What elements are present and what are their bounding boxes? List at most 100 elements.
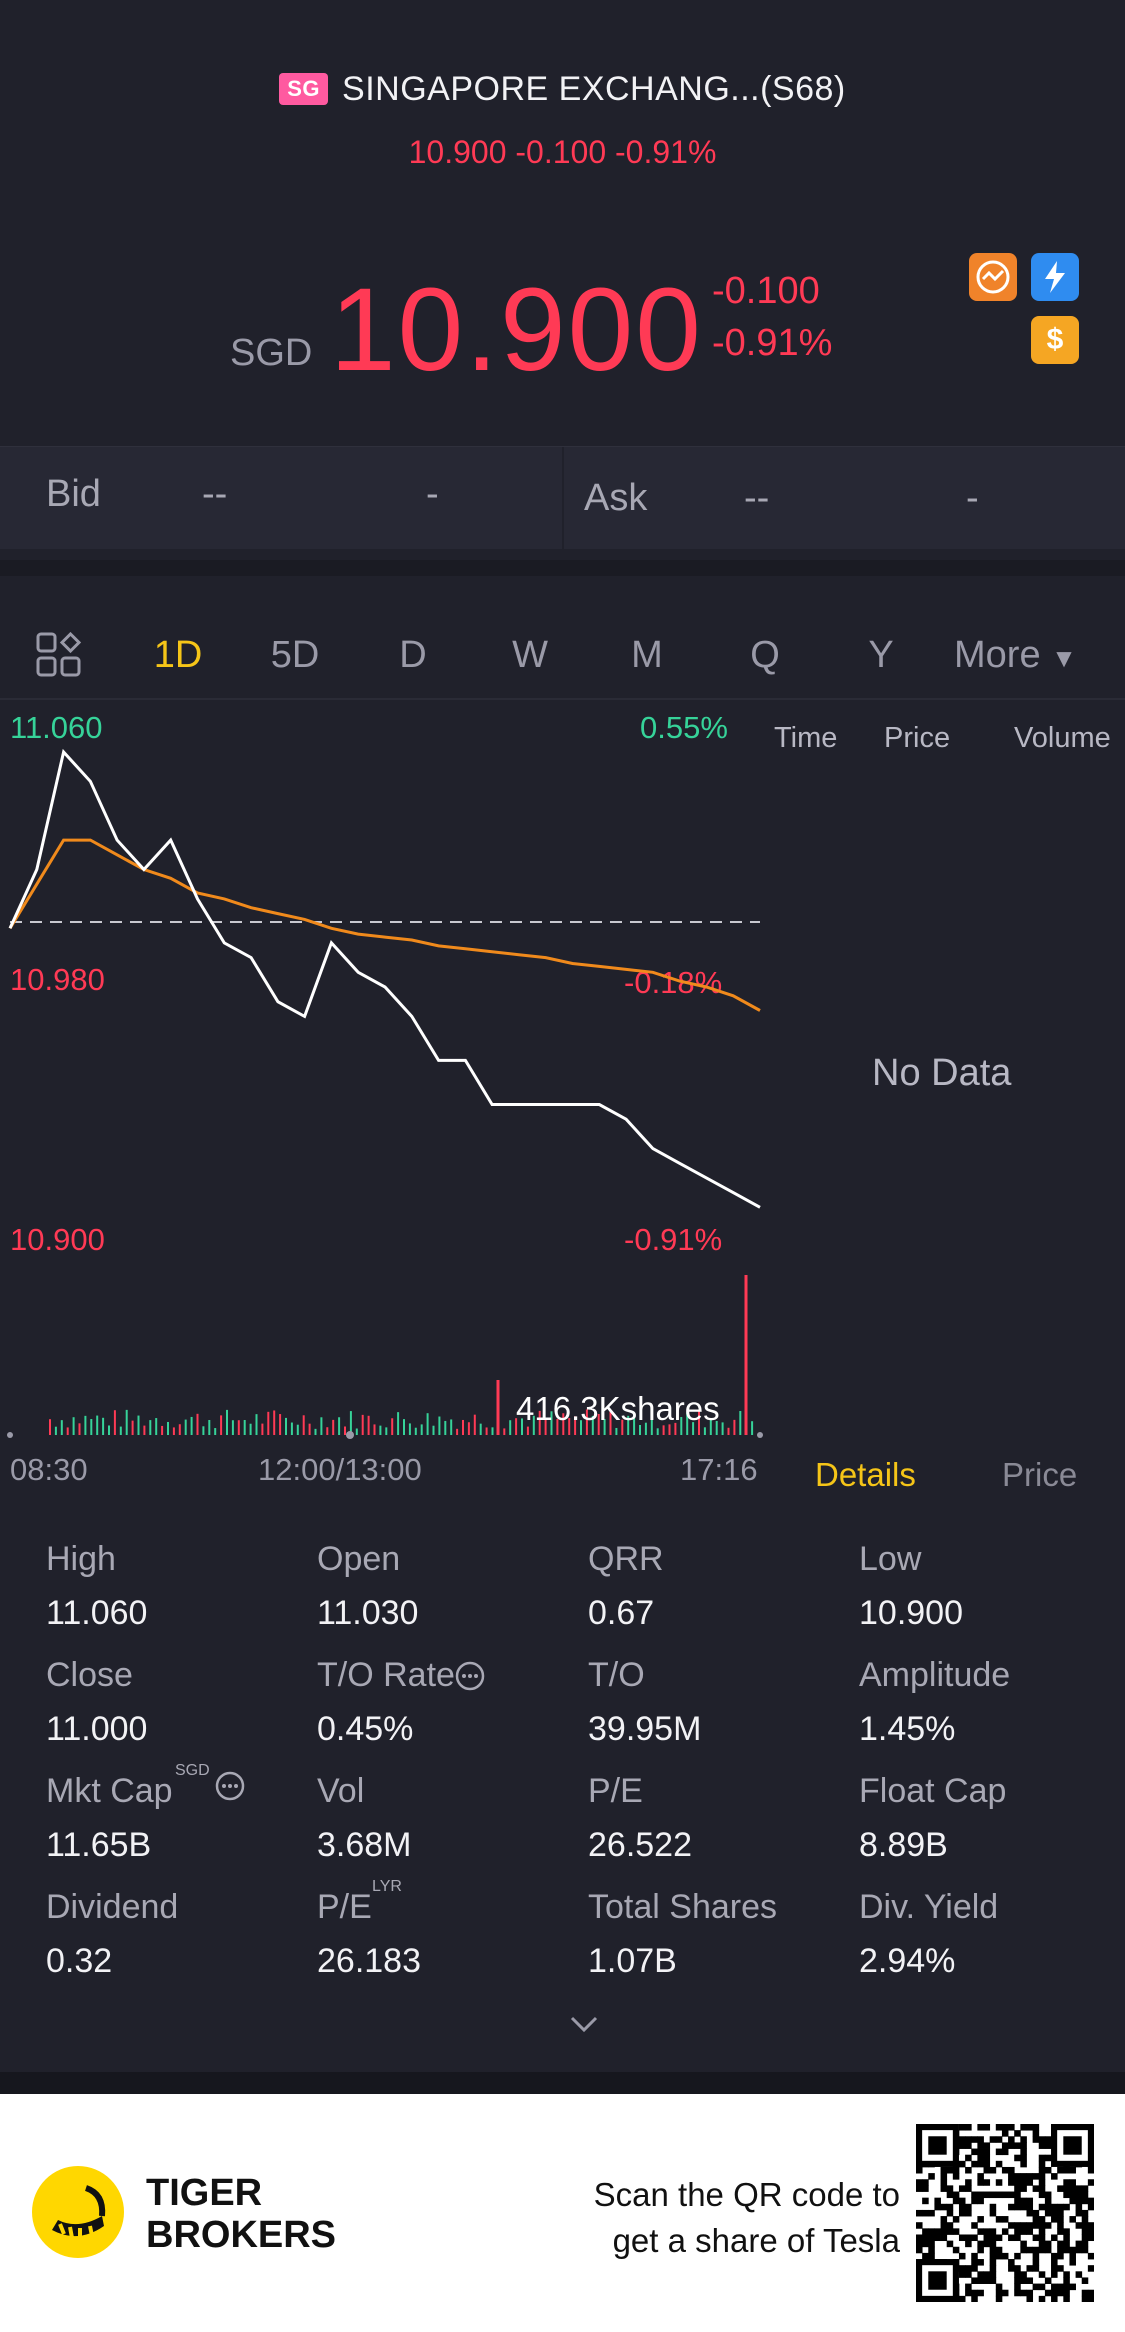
qr-module: [1014, 2283, 1021, 2291]
detail-value: 10.900: [859, 1594, 963, 1632]
qr-module: [977, 2246, 984, 2254]
qr-module: [946, 2166, 954, 2174]
tab-5d[interactable]: 5D: [270, 634, 320, 676]
qr-module: [1020, 2148, 1027, 2156]
qr-module: [1063, 2203, 1070, 2211]
qr-module: [1069, 2246, 1076, 2254]
qr-module: [1032, 2265, 1040, 2272]
qr-module: [971, 2191, 978, 2199]
tab-d[interactable]: D: [399, 634, 427, 676]
qr-module: [1063, 2295, 1070, 2302]
qr-module: [940, 2179, 948, 2186]
dollar-icon[interactable]: $: [1031, 316, 1079, 364]
qr-module: [965, 2124, 972, 2131]
tab-y[interactable]: Y: [868, 634, 894, 676]
qr-module: [934, 2228, 941, 2235]
detail-label: P/E: [588, 1772, 643, 1810]
qr-module: [965, 2142, 972, 2149]
bid-label: Bid: [46, 473, 101, 515]
qr-module: [977, 2124, 984, 2131]
detail-label: P/E: [317, 1888, 372, 1926]
detail-label: Vol: [317, 1772, 365, 1810]
qr-module: [1057, 2166, 1064, 2174]
qr-module: [922, 2228, 929, 2235]
qr-module: [940, 2216, 948, 2223]
stock-name: SINGAPORE EXCHANG...(S68): [342, 70, 846, 108]
qr-module: [965, 2166, 972, 2174]
detail-label: Total Shares: [588, 1888, 777, 1926]
tab-m[interactable]: M: [631, 634, 663, 676]
qr-module: [958, 2160, 966, 2168]
qr-module: [989, 2271, 997, 2278]
qr-module: [1020, 2289, 1027, 2297]
tab-price[interactable]: Price: [1002, 1456, 1078, 1493]
qr-module: [1063, 2271, 1070, 2278]
qr-module: [1001, 2148, 1009, 2156]
qr-module: [1032, 2185, 1040, 2192]
qr-module: [1063, 2283, 1070, 2291]
swap-icon[interactable]: [969, 253, 1017, 301]
qr-module: [1044, 2142, 1052, 2149]
qr-module: [916, 2234, 923, 2242]
qr-module: [1081, 2185, 1089, 2192]
detail-value: 0.67: [588, 1594, 655, 1632]
time-dot: [346, 1431, 354, 1439]
promo-line2: get a share of Tesla: [612, 2222, 900, 2259]
detail-label: Div. Yield: [859, 1888, 999, 1926]
qr-module: [1081, 2197, 1089, 2205]
qr-module: [1075, 2209, 1083, 2217]
qr-module: [1075, 2191, 1083, 2199]
lightning-icon[interactable]: [1031, 253, 1079, 301]
qr-module: [1020, 2246, 1027, 2254]
qr-module: [958, 2185, 966, 2192]
tab-more[interactable]: More ▼: [954, 634, 1077, 677]
more-info-icon[interactable]: [214, 1770, 246, 1807]
qr-module: [916, 2209, 923, 2217]
intraday-chart[interactable]: [0, 700, 770, 1440]
qr-module: [940, 2222, 948, 2229]
qr-module: [1008, 2173, 1015, 2180]
tab-1d[interactable]: 1D: [153, 634, 203, 676]
chevron-down-icon: ▼: [1051, 643, 1077, 673]
tab-details[interactable]: Details: [815, 1456, 916, 1493]
qr-module: [971, 2197, 978, 2205]
tab-w[interactable]: W: [512, 634, 548, 676]
grid-layout-icon[interactable]: [36, 631, 82, 683]
qr-finder: [928, 2271, 947, 2290]
qr-module: [1081, 2289, 1089, 2297]
qr-module: [1032, 2246, 1040, 2254]
tab-q[interactable]: Q: [750, 634, 780, 676]
qr-module: [1063, 2277, 1070, 2284]
time-dot: [7, 1432, 13, 1438]
qr-module: [1063, 2289, 1070, 2297]
detail-label: High: [46, 1540, 116, 1578]
qr-module: [1087, 2222, 1094, 2229]
qr-module: [952, 2228, 960, 2235]
qr-module: [1087, 2228, 1094, 2235]
qr-module: [1069, 2252, 1076, 2260]
tp-header-price: Price: [884, 722, 951, 754]
qr-module: [1038, 2185, 1046, 2192]
qr-module: [983, 2154, 991, 2162]
qr-module: [1008, 2124, 1015, 2131]
qr-module: [971, 2295, 978, 2302]
qr-module: [1051, 2271, 1058, 2278]
qr-module: [952, 2197, 960, 2205]
expand-chevron-icon[interactable]: [566, 2012, 602, 2041]
qr-module: [971, 2148, 978, 2156]
qr-module: [995, 2216, 1003, 2223]
qr-module: [983, 2148, 991, 2156]
detail-value: 3.68M: [317, 1826, 412, 1864]
qr-module: [1075, 2197, 1083, 2205]
qr-module: [995, 2295, 1003, 2302]
more-info-icon[interactable]: [454, 1660, 486, 1697]
currency-label: SGD: [230, 332, 313, 374]
qr-module: [1014, 2271, 1021, 2278]
ask-price: --: [744, 477, 770, 519]
qr-module: [1051, 2252, 1058, 2260]
qr-module: [1057, 2203, 1064, 2211]
qr-code[interactable]: [916, 2124, 1094, 2302]
qr-module: [1081, 2228, 1089, 2235]
qr-module: [928, 2234, 935, 2242]
qr-module: [1020, 2240, 1027, 2248]
